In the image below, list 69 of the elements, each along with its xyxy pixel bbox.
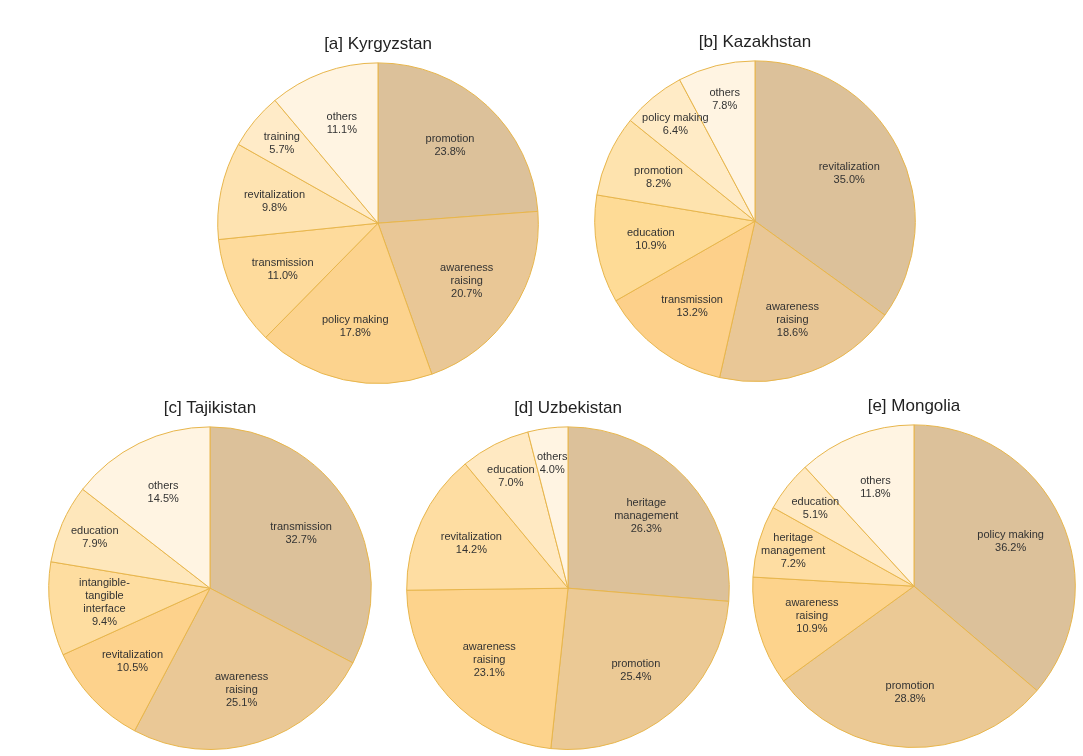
slice-label: others: [536, 449, 569, 462]
slice-label: policy making: [642, 111, 709, 124]
data-label: 5.1%: [802, 507, 829, 520]
slice-label: revitalization: [101, 647, 164, 660]
data-label: 14.5%: [147, 492, 180, 505]
slice-label: revitalization: [243, 188, 306, 201]
data-label: 11.0%: [267, 268, 299, 281]
data-label: 10.9%: [796, 622, 828, 635]
chart-title: [a] Kyrgyzstan: [324, 33, 432, 53]
slice-label: promotion: [634, 164, 683, 177]
data-label: 10.5%: [116, 660, 149, 673]
slice-label: revitalization: [440, 530, 502, 543]
data-label: 4.0%: [539, 462, 565, 475]
slice-label: education: [70, 524, 119, 537]
data-label: 10.9%: [635, 239, 667, 252]
slice-label: awareness raising: [440, 260, 494, 286]
data-label: 7.2%: [780, 557, 806, 570]
data-label: 9.8%: [261, 201, 288, 214]
data-label: 36.2%: [995, 541, 1027, 554]
data-label: 17.8%: [339, 326, 372, 339]
data-label: 11.1%: [326, 123, 358, 136]
data-label: 26.3%: [630, 522, 663, 535]
data-label: 18.6%: [776, 326, 809, 339]
data-label: 13.2%: [676, 305, 708, 318]
slice-label: others: [147, 479, 179, 492]
slice-label: awareness raising: [785, 596, 839, 622]
slice-label: transmission: [661, 292, 723, 305]
chart-title: [e] Mongolia: [867, 395, 961, 415]
data-label: 5.7%: [269, 142, 295, 155]
data-label: 7.9%: [82, 537, 108, 550]
data-label: 28.8%: [894, 692, 926, 705]
data-label: 11.8%: [860, 486, 891, 499]
slice-label: awareness raising: [765, 300, 820, 326]
data-label: 7.8%: [712, 99, 738, 112]
slice-label: heritage management: [614, 496, 679, 522]
data-label: 20.7%: [451, 286, 483, 299]
slice-label: policy making: [977, 528, 1044, 541]
slice-label: others: [709, 86, 741, 99]
chart-title: [d] Uzbekistan: [514, 397, 622, 417]
slice-label: education: [487, 462, 535, 475]
slice-label: awareness raising: [462, 639, 517, 665]
slice-label: heritage management: [761, 531, 826, 557]
slice-label: intangible-tangible interface: [79, 575, 131, 614]
slice-label: training: [263, 129, 300, 142]
data-label: 25.1%: [225, 695, 258, 708]
slice-label: awareness raising: [214, 669, 269, 695]
slice-label: others: [860, 473, 892, 486]
slice-label: policy making: [321, 313, 389, 326]
chart-title: [b] Kazakhstan: [698, 31, 812, 51]
data-label: 8.2%: [645, 177, 672, 190]
data-label: 32.7%: [285, 532, 317, 545]
slice-label: others: [326, 110, 358, 123]
slice-label: transmission: [251, 255, 314, 268]
data-label: 9.4%: [91, 614, 118, 627]
data-label: 7.0%: [498, 475, 524, 488]
slice-label: revitalization: [818, 159, 880, 172]
data-label: 35.0%: [833, 172, 866, 185]
data-label: 14.2%: [455, 543, 488, 556]
slice-label: transmission: [270, 519, 332, 532]
slice-label: promotion: [885, 679, 935, 692]
chart-title: [c] Tajikistan: [163, 397, 257, 417]
slice-label: education: [627, 226, 675, 239]
slice-label: promotion: [611, 656, 661, 669]
slice-label: promotion: [425, 132, 475, 145]
data-label: 23.1%: [473, 665, 506, 678]
data-label: 23.8%: [434, 145, 466, 158]
data-label: 6.4%: [662, 124, 689, 137]
data-label: 25.4%: [620, 669, 652, 682]
slice-label: education: [791, 494, 840, 507]
